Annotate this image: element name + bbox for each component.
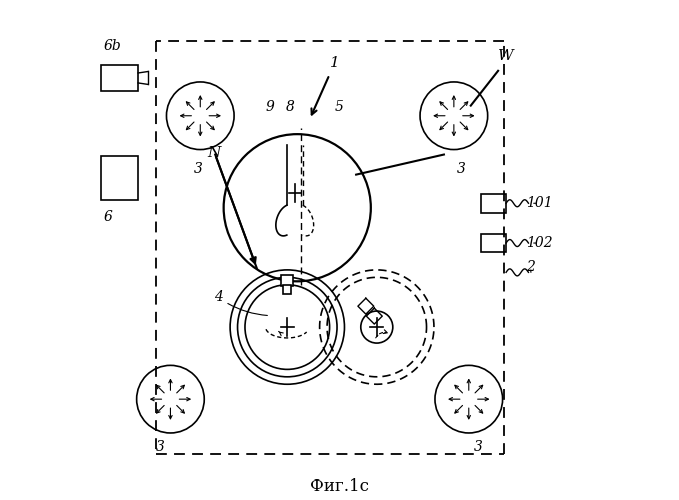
Text: 3: 3	[156, 440, 165, 454]
Bar	[281, 275, 293, 286]
Bar	[481, 234, 506, 252]
Text: 4: 4	[214, 290, 268, 316]
Text: 102: 102	[526, 236, 553, 250]
Text: 6b: 6b	[103, 38, 121, 52]
Text: Фиг.1c: Фиг.1c	[310, 478, 369, 494]
Text: 8: 8	[285, 100, 294, 114]
Text: 1: 1	[329, 56, 340, 70]
Text: 3: 3	[475, 440, 483, 454]
Text: W: W	[498, 50, 513, 64]
Text: 9: 9	[265, 100, 274, 114]
Bar	[283, 285, 291, 294]
Bar	[481, 194, 506, 212]
Text: N: N	[208, 146, 221, 160]
Text: 3: 3	[457, 162, 466, 176]
Text: 101: 101	[526, 196, 553, 210]
Text: 6: 6	[103, 210, 112, 224]
Bar	[101, 156, 138, 200]
Bar	[101, 65, 138, 91]
Text: 2: 2	[526, 260, 535, 274]
Text: 3: 3	[194, 162, 202, 176]
Text: 5: 5	[335, 100, 344, 114]
